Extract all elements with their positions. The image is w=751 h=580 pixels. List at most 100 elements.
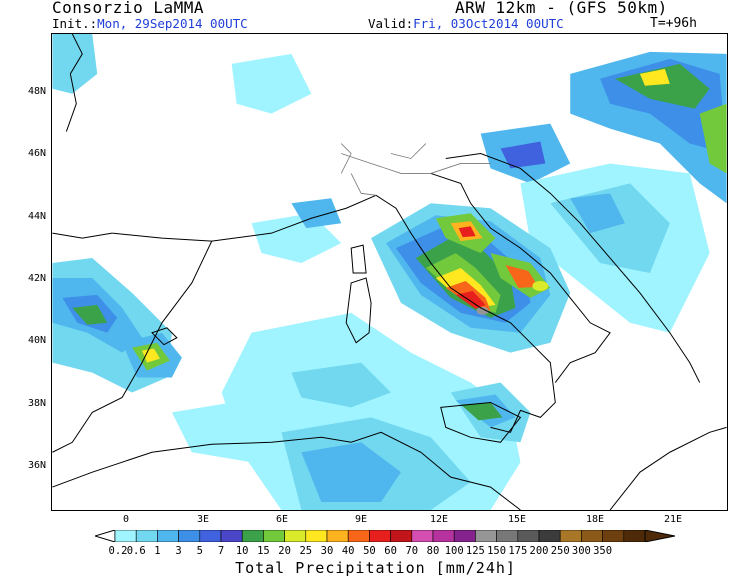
precip-area: [72, 304, 108, 325]
precipitation-map: [51, 33, 728, 511]
longitude-label: 12E: [430, 514, 449, 525]
precip-area: [476, 306, 489, 315]
colorbar: [95, 530, 675, 542]
colorbar-swatch: [602, 530, 625, 542]
valid-date: Valid:Fri, 03Oct2014 00UTC: [368, 16, 564, 31]
colorbar-swatch: [220, 530, 243, 542]
colorbar-swatch: [390, 530, 413, 542]
colorbar-swatch: [369, 530, 391, 542]
colorbar-level-label: 100: [444, 545, 464, 557]
longitude-label: 9E: [355, 514, 368, 525]
colorbar-swatch: [305, 530, 328, 542]
border-switzerland: [390, 143, 427, 159]
longitude-label: 18E: [586, 514, 605, 525]
colorbar-swatch: [178, 530, 201, 542]
colorbar-swatch: [114, 530, 137, 542]
colorbar-swatch: [453, 530, 476, 542]
valid-label: Valid:: [368, 16, 414, 31]
colorbar-swatch: [263, 530, 285, 542]
colorbar-swatch: [241, 530, 264, 542]
colorbar-arrow-left: [95, 530, 116, 542]
colorbar-level-label: 25: [299, 545, 313, 557]
latitude-label: 38N: [28, 398, 47, 409]
precipitation-field: [52, 34, 727, 510]
colorbar-arrow-right: [644, 530, 675, 542]
colorbar-level-label: 0.6: [126, 545, 146, 557]
precip-area: [52, 34, 98, 94]
colorbar-level-label: 350: [593, 545, 613, 557]
precip-area: [639, 68, 670, 86]
colorbar-level-label: 5: [196, 545, 203, 557]
colorbar-swatch: [284, 530, 307, 542]
colorbar-level-label: 30: [320, 545, 334, 557]
colorbar-level-label: 50: [363, 545, 376, 557]
latitude-label: 36N: [28, 460, 47, 471]
colorbar-swatch: [411, 530, 434, 542]
coastline-north-africa: [52, 431, 521, 510]
colorbar-level-label: 60: [384, 545, 397, 557]
colorbar-level-label: 70: [405, 545, 419, 557]
latitude-label: 48N: [28, 86, 47, 97]
init-date: Init.:Mon, 29Sep2014 00UTC: [52, 16, 248, 31]
border-france-switzerland: [340, 143, 352, 174]
colorbar-title: Total Precipitation [mm/24h]: [235, 559, 516, 577]
latitude-label: 42N: [28, 273, 47, 284]
latitude-label: 40N: [28, 335, 47, 346]
colorbar-level-label: 150: [487, 545, 507, 557]
precip-area: [291, 362, 391, 408]
coastline-italy-west: [375, 194, 556, 433]
coastline-sicily: [440, 401, 522, 443]
colorbar-swatch: [581, 530, 603, 542]
colorbar-level-label: 250: [550, 545, 570, 557]
coastline-east-spain: [52, 240, 213, 453]
longitude-label: 0: [123, 514, 130, 525]
colorbar-swatch: [432, 530, 455, 542]
borders: [340, 143, 491, 196]
precip-area: [171, 402, 272, 463]
colorbar-level-label: 15: [257, 545, 270, 557]
precip-area: [500, 141, 546, 169]
forecast-step: T=+96h: [650, 16, 697, 31]
colorbar-swatch: [538, 530, 561, 542]
colorbar-level-label: 300: [571, 545, 591, 557]
precip-area: [532, 280, 549, 291]
colorbar-level-label: 175: [508, 545, 528, 557]
longitude-label: 21E: [664, 514, 683, 525]
border-france-italy: [350, 173, 377, 196]
precip-area: [570, 193, 626, 234]
precip-area: [460, 402, 503, 421]
longitude-label: 3E: [197, 514, 210, 525]
coastline-italy-east: [430, 172, 611, 383]
colorbar-swatch: [199, 530, 222, 542]
latitude-label: 44N: [28, 211, 47, 222]
border-alps: [341, 153, 491, 174]
colorbar-swatch: [135, 530, 158, 542]
precip-area: [142, 348, 160, 363]
longitude-label: 6E: [276, 514, 289, 525]
colorbar-level-label: 3: [175, 545, 182, 557]
colorbar-swatch: [326, 530, 349, 542]
init-label: Init.:: [52, 16, 98, 31]
precip-area: [231, 53, 312, 114]
colorbar-level-label: 1: [154, 545, 161, 557]
colorbar-swatch: [157, 530, 179, 542]
colorbar-level-label: 125: [465, 545, 485, 557]
colorbar-level-label: 10: [235, 545, 249, 557]
colorbar-level-label: 0.2: [108, 545, 128, 557]
coastline-gulf-of-lion: [112, 194, 377, 242]
precip-area: [505, 265, 539, 288]
colorbar-swatch: [623, 530, 646, 542]
colorbar-swatch: [496, 530, 519, 542]
title-right: ARW 12km - (GFS 50km): [455, 0, 668, 17]
coastline-adriatic-east: [445, 152, 701, 383]
coastline-france-atlantic: [65, 34, 83, 132]
coastlines: [52, 34, 727, 510]
precip-area: [301, 442, 401, 503]
colorbar-level-label: 20: [278, 545, 291, 557]
longitude-label: 15E: [508, 514, 527, 525]
colorbar-level-label: 80: [426, 545, 440, 557]
precip-area: [458, 226, 476, 238]
precip-area: [455, 290, 486, 309]
init-value: Mon, 29Sep2014 00UTC: [97, 16, 248, 31]
colorbar-level-label: 200: [529, 545, 549, 557]
